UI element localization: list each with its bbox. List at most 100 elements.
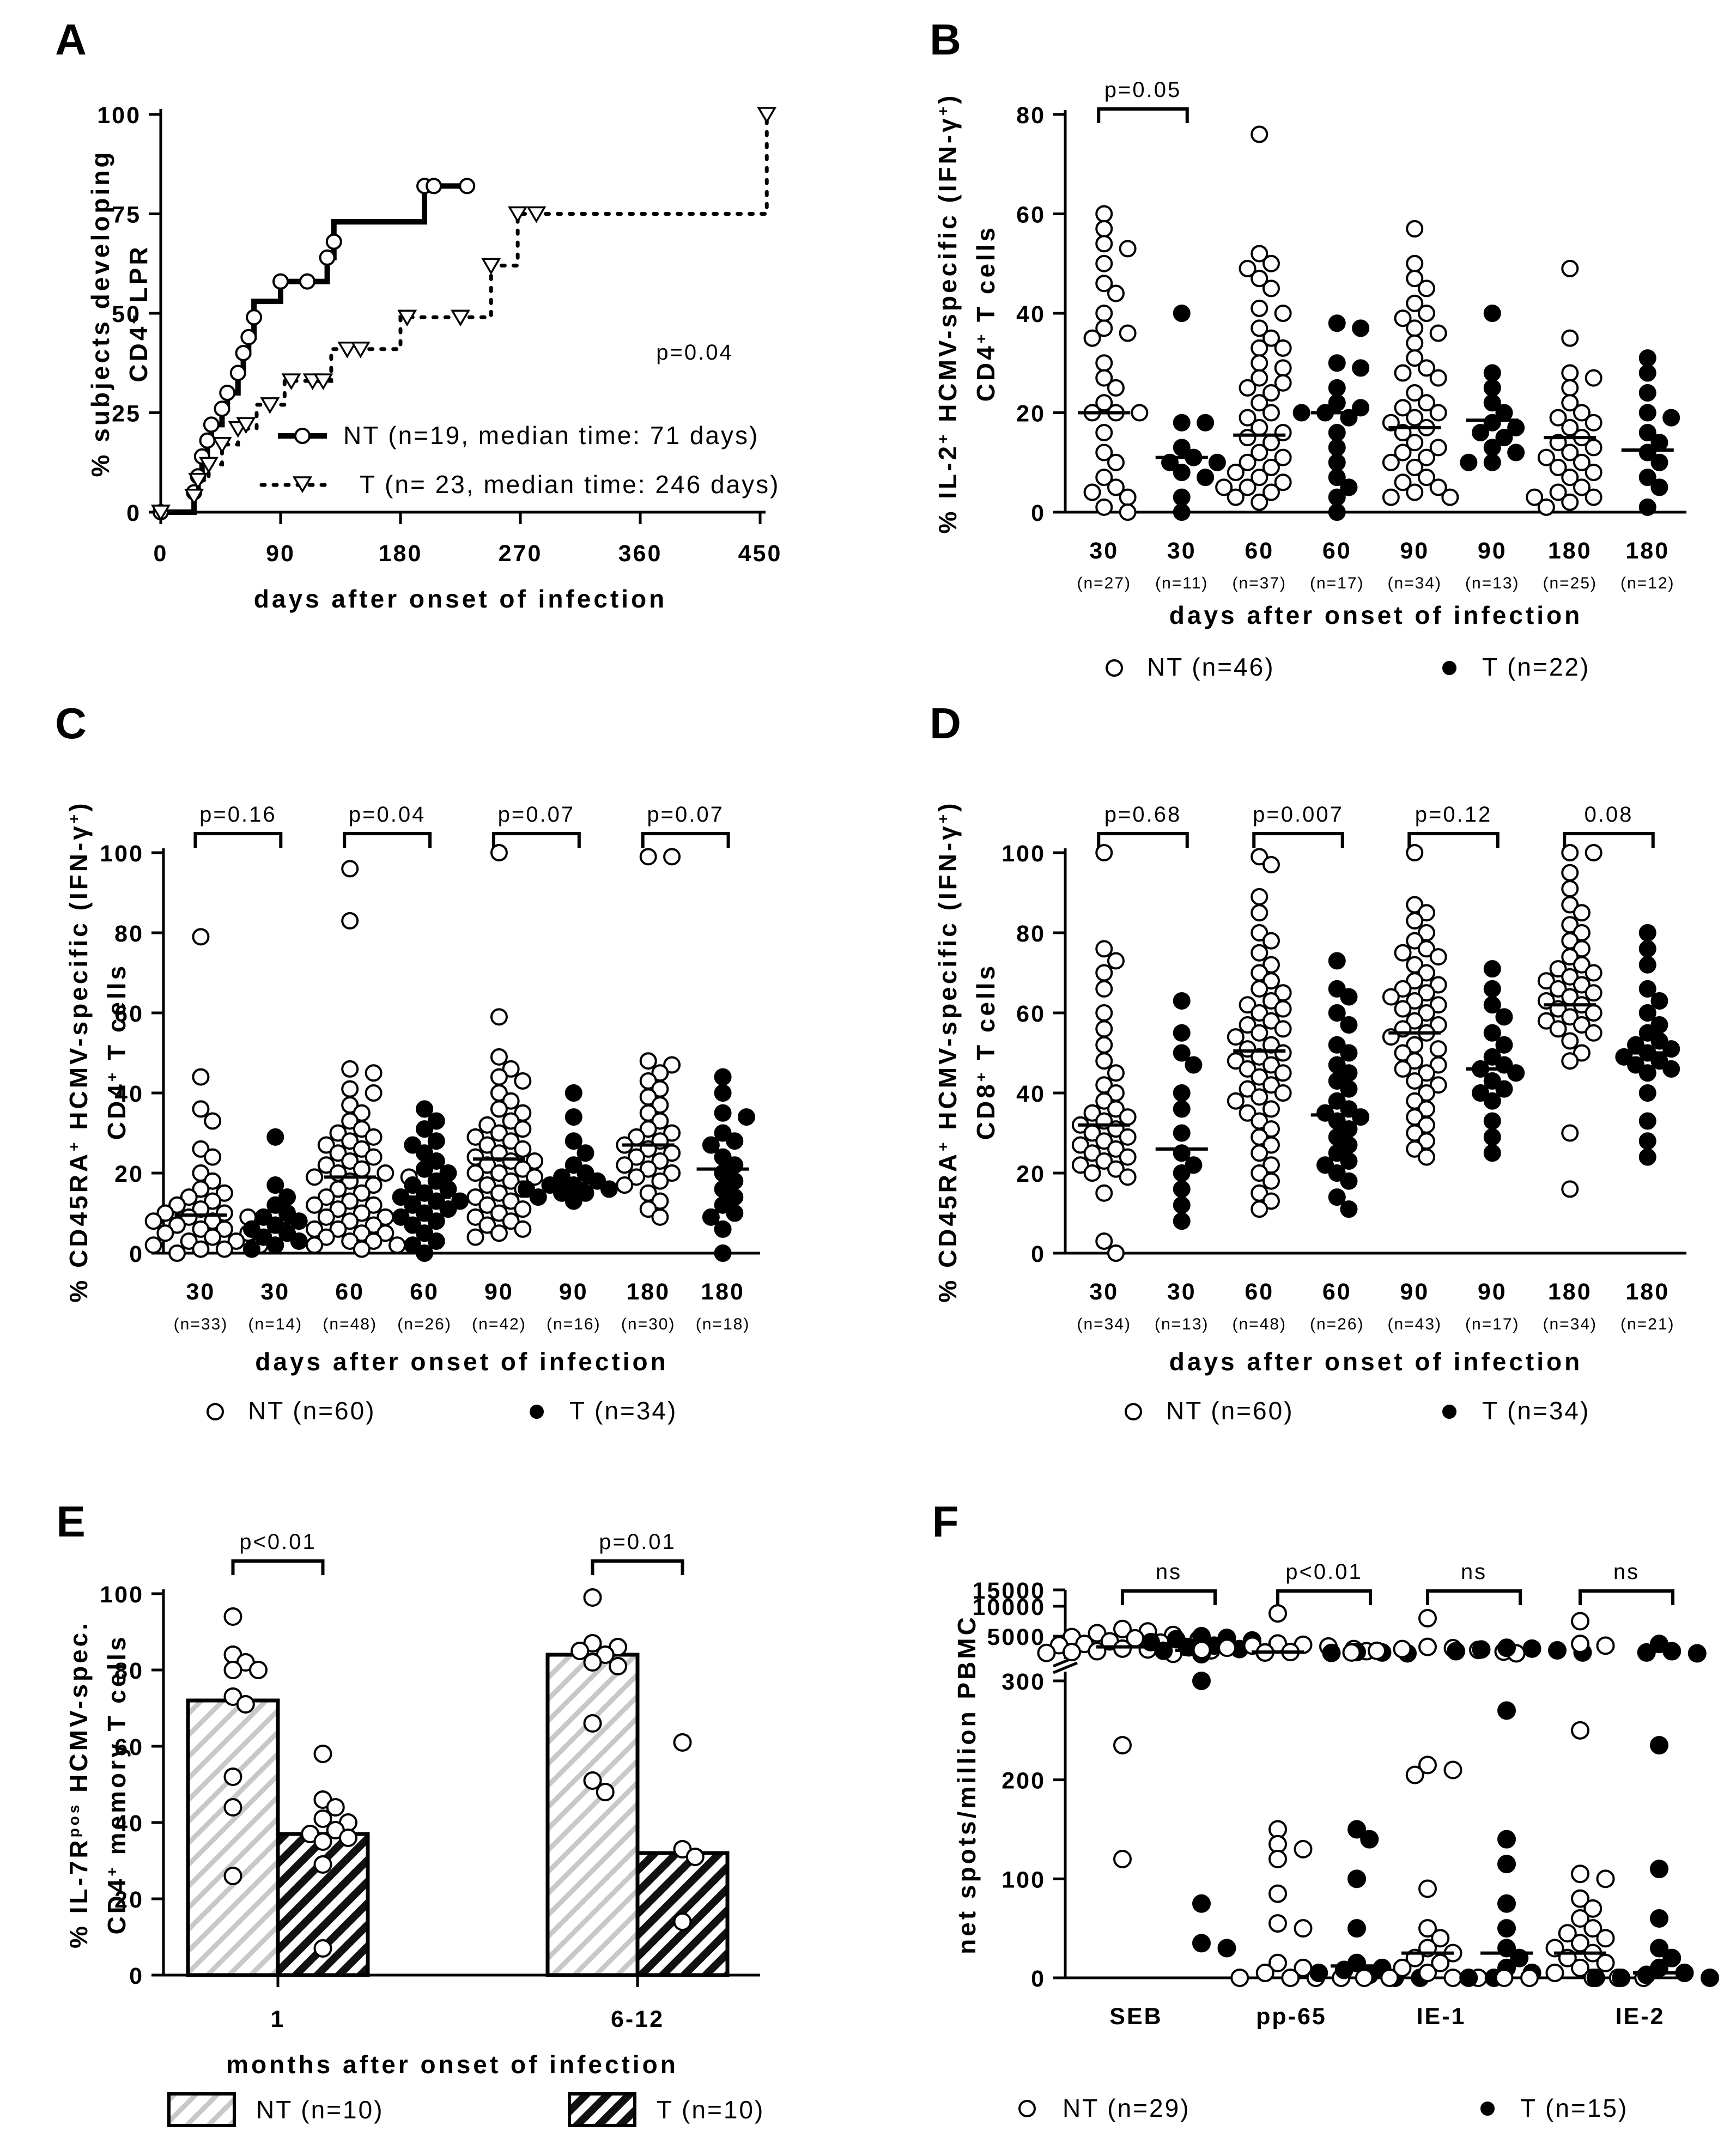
B-point [1638, 364, 1656, 382]
C-point [490, 1224, 508, 1242]
C-point [514, 1200, 532, 1218]
B-point [1561, 364, 1579, 382]
C-point [478, 1116, 496, 1134]
B-point [1274, 359, 1292, 377]
D-point [1340, 1200, 1358, 1218]
C-point [663, 1164, 681, 1182]
F-point-T [1192, 1894, 1211, 1913]
B-category-label: 90 [1400, 538, 1429, 564]
E-point-NT [223, 1768, 242, 1786]
D-point [1262, 1172, 1280, 1190]
A-T-marker [450, 309, 471, 327]
F-point-NT [1063, 1643, 1081, 1662]
C-point [278, 1224, 296, 1242]
A-x-tick-label: 0 [154, 540, 168, 567]
B-point [1251, 354, 1268, 372]
C-category-label: 60 [335, 1279, 365, 1305]
B-point [1083, 483, 1101, 501]
D-point [1406, 912, 1424, 930]
D-point [1239, 1060, 1257, 1078]
B-point [1483, 364, 1501, 382]
D-point [1095, 1132, 1113, 1150]
D-bracket [1407, 832, 1500, 848]
B-point [1173, 503, 1191, 521]
D-point [1239, 1040, 1257, 1058]
E-point-T [326, 1798, 345, 1817]
F-category-label: IE-1 [1417, 2003, 1466, 2030]
D-bracket [1563, 832, 1655, 848]
E-point-NT [223, 1867, 242, 1885]
D-point [1417, 964, 1435, 982]
D-x-label: days after onset of infection [1169, 1347, 1582, 1376]
D-point [1406, 972, 1424, 990]
B-point [1328, 469, 1346, 487]
B-point [1095, 275, 1113, 293]
E-point-NT [223, 1607, 242, 1626]
B-point [1406, 334, 1424, 352]
C-point [341, 1112, 359, 1130]
C-point [502, 1132, 520, 1150]
D-point [1083, 1164, 1101, 1182]
D-point [1573, 976, 1591, 994]
F-point-T [1637, 1643, 1656, 1662]
F-point-T [1650, 1736, 1668, 1755]
B-point [1095, 498, 1113, 516]
B-point [1095, 394, 1113, 412]
B-point [1537, 448, 1555, 466]
B-point [1662, 409, 1680, 427]
C-point [317, 1208, 335, 1226]
C-category-n: (n=33) [174, 1315, 228, 1333]
B-point [1526, 488, 1544, 506]
B-point [1239, 429, 1257, 447]
D-point [1561, 968, 1579, 986]
D-point [1262, 1012, 1280, 1030]
F-point-T [1688, 1644, 1707, 1663]
C-point [144, 1212, 162, 1230]
F-point-NT [1571, 1612, 1589, 1631]
B-point [1585, 464, 1603, 481]
D-point [1406, 1072, 1424, 1090]
B-legend-NT-text: NT (n=46) [1147, 653, 1275, 681]
A-legend-NT-text: NT (n=19, median time: 71 days) [343, 421, 759, 450]
B-category-label: 180 [1548, 538, 1592, 564]
B-point [1650, 478, 1668, 496]
D-point [1328, 1072, 1346, 1090]
C-point [416, 1100, 434, 1118]
A-x-tick-label: 90 [266, 540, 295, 567]
C-point [518, 1180, 536, 1198]
E-point-T [673, 1912, 692, 1931]
A-y-tick-label: 25 [112, 401, 141, 427]
B-category-n: (n=27) [1077, 574, 1131, 592]
B-point [1585, 439, 1603, 457]
E-point-NT [583, 1653, 602, 1672]
A-NT-marker [299, 273, 315, 290]
B-point [1406, 319, 1424, 337]
C-legend-T-text: T (n=34) [569, 1396, 677, 1425]
F-point-T [1459, 1969, 1478, 1987]
D-point [1561, 844, 1579, 861]
D-point [1483, 1144, 1501, 1162]
B-legend-NT-marker [1106, 659, 1123, 677]
C-category-n: (n=18) [696, 1315, 750, 1333]
B-point [1107, 284, 1125, 302]
C-point [266, 1196, 284, 1214]
D-y-tick-label: 0 [1031, 1241, 1046, 1267]
D-point [1561, 880, 1579, 898]
D-point [1483, 1024, 1501, 1042]
F-point-T [1586, 1969, 1605, 1987]
F-point-NT [1342, 1643, 1361, 1662]
F-point-NT [1113, 1619, 1132, 1638]
D-category-label: 90 [1400, 1279, 1429, 1305]
B-point [1095, 305, 1113, 322]
F-point-T [1217, 1939, 1236, 1958]
D-point [1328, 952, 1346, 970]
F-point-NT [1596, 1953, 1615, 1972]
B-point [1328, 453, 1346, 471]
D-point [1251, 1024, 1268, 1042]
D-point [1406, 992, 1424, 1010]
C-point [192, 1180, 210, 1198]
D-point [1316, 1156, 1334, 1174]
C-point [168, 1196, 186, 1214]
B-point [1119, 503, 1137, 521]
A-NT-marker [246, 309, 263, 326]
